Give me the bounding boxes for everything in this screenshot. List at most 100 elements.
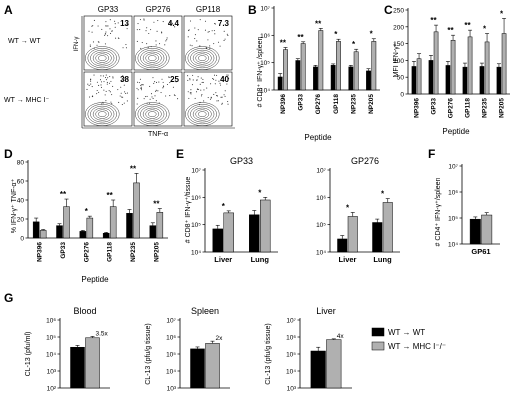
chart-g3: 10³ 10⁴ 10⁵ 10⁶ 10⁷ 4x Liver CL-13 (pfu/g tissu…: [265, 306, 352, 393]
flow-event: [107, 35, 109, 37]
y-tick-label: 10⁶: [286, 335, 296, 342]
panel-g-letter: G: [4, 291, 13, 305]
flow-event: [219, 84, 222, 86]
bar: [366, 70, 371, 91]
legend: WT → WT WT → MHC I⁻/⁻: [371, 327, 446, 351]
y-tick-label: 60: [17, 179, 25, 186]
bar: [295, 60, 301, 91]
flow-event: [194, 97, 196, 99]
bar: [109, 206, 117, 239]
bar: [469, 218, 481, 245]
flow-event: [169, 22, 171, 24]
flow-plot-frame: [183, 15, 233, 71]
flow-event: [215, 79, 217, 81]
flow-event: [153, 21, 155, 23]
flow-contour: [98, 55, 107, 61]
flow-event: [126, 28, 128, 30]
y-tick-label: 10³: [47, 369, 57, 376]
flow-event: [146, 27, 148, 29]
flow-event: [110, 80, 112, 82]
flow-contour: [192, 51, 212, 65]
flow-event: [99, 79, 102, 81]
x-tick-label: NP396: [280, 94, 287, 114]
flow-contour: [148, 55, 157, 61]
flow-event: [122, 75, 124, 77]
flow-event: [100, 86, 103, 88]
flow-event: [87, 83, 89, 85]
flow-event: [209, 98, 212, 100]
panel-b-letter: B: [248, 3, 257, 17]
flow-plot: 40: [183, 71, 233, 127]
bar: [371, 41, 377, 91]
flow-contour: [87, 104, 117, 125]
y-tick-label: 10⁵: [448, 216, 458, 223]
flow-event: [109, 28, 111, 30]
y-tick-label: 10⁶: [316, 195, 326, 202]
flow-event: [112, 85, 114, 87]
bar: [249, 214, 260, 253]
flow-event: [207, 96, 209, 99]
bar: [481, 214, 493, 245]
flow-event: [217, 41, 220, 43]
flow-event: [203, 100, 205, 102]
x-tick-label: GP33: [298, 94, 305, 111]
x-tick-label: NP396: [37, 242, 44, 262]
flow-event: [119, 95, 121, 97]
flow-col-label-2: GP118: [196, 5, 221, 14]
flow-event: [155, 90, 157, 92]
flow-event: [216, 95, 219, 97]
flow-contour: [145, 109, 160, 119]
flow-event: [227, 100, 229, 103]
flow-event: [96, 89, 98, 92]
flow-event: [155, 100, 157, 102]
legend-swatch-0: [371, 327, 385, 337]
significance-mark: *: [258, 188, 262, 197]
significance-mark: *: [370, 30, 374, 39]
x-tick-label: NP205: [153, 242, 160, 262]
flow-event: [109, 76, 111, 78]
flow-contour: [190, 49, 215, 67]
y-tick-label: 10⁵: [166, 352, 176, 359]
flow-event: [90, 80, 92, 82]
flow-ylabel: IFN-γ: [74, 37, 80, 52]
flow-gate-percent: 25: [170, 75, 179, 84]
bar: [283, 49, 288, 91]
flow-event: [165, 95, 167, 97]
bar: [445, 65, 451, 95]
flow-plot-frame: [183, 71, 233, 127]
y-tick-label: 10⁷: [260, 6, 270, 13]
significance-mark: **: [153, 200, 160, 209]
flow-contour: [92, 107, 112, 121]
flow-event: [105, 79, 107, 81]
y-tick-label: 10⁵: [46, 335, 56, 342]
flow-event: [105, 90, 107, 92]
bar: [126, 213, 133, 239]
flow-event: [223, 39, 225, 41]
y-tick-label: 10²: [47, 386, 57, 393]
flow-event: [227, 74, 229, 76]
flow-event: [212, 77, 214, 80]
bar: [501, 33, 507, 95]
flow-event: [150, 29, 152, 31]
flow-contour: [195, 109, 210, 119]
flow-event: [112, 76, 114, 78]
bar: [318, 30, 324, 91]
flow-event: [201, 81, 203, 83]
flow-event: [194, 37, 196, 40]
flow-event: [206, 47, 208, 49]
significance-mark: **: [280, 38, 287, 47]
flow-event: [152, 97, 154, 100]
panel-f-letter: F: [428, 147, 435, 161]
flow-event: [136, 103, 138, 105]
flow-event: [105, 21, 107, 23]
flow-event: [161, 78, 163, 80]
significance-mark: *: [500, 9, 504, 18]
flow-event: [218, 80, 220, 82]
panel-c-letter: C: [384, 3, 393, 17]
flow-event: [143, 18, 145, 20]
chart-e1: 10⁴ 10⁵ 10⁶ 10⁷ * Liver * Lung GP33: [191, 156, 278, 264]
flow-event: [142, 84, 144, 86]
flow-event: [159, 43, 161, 45]
flow-event: [192, 74, 194, 76]
y-tick-label: 10⁵: [260, 60, 270, 67]
